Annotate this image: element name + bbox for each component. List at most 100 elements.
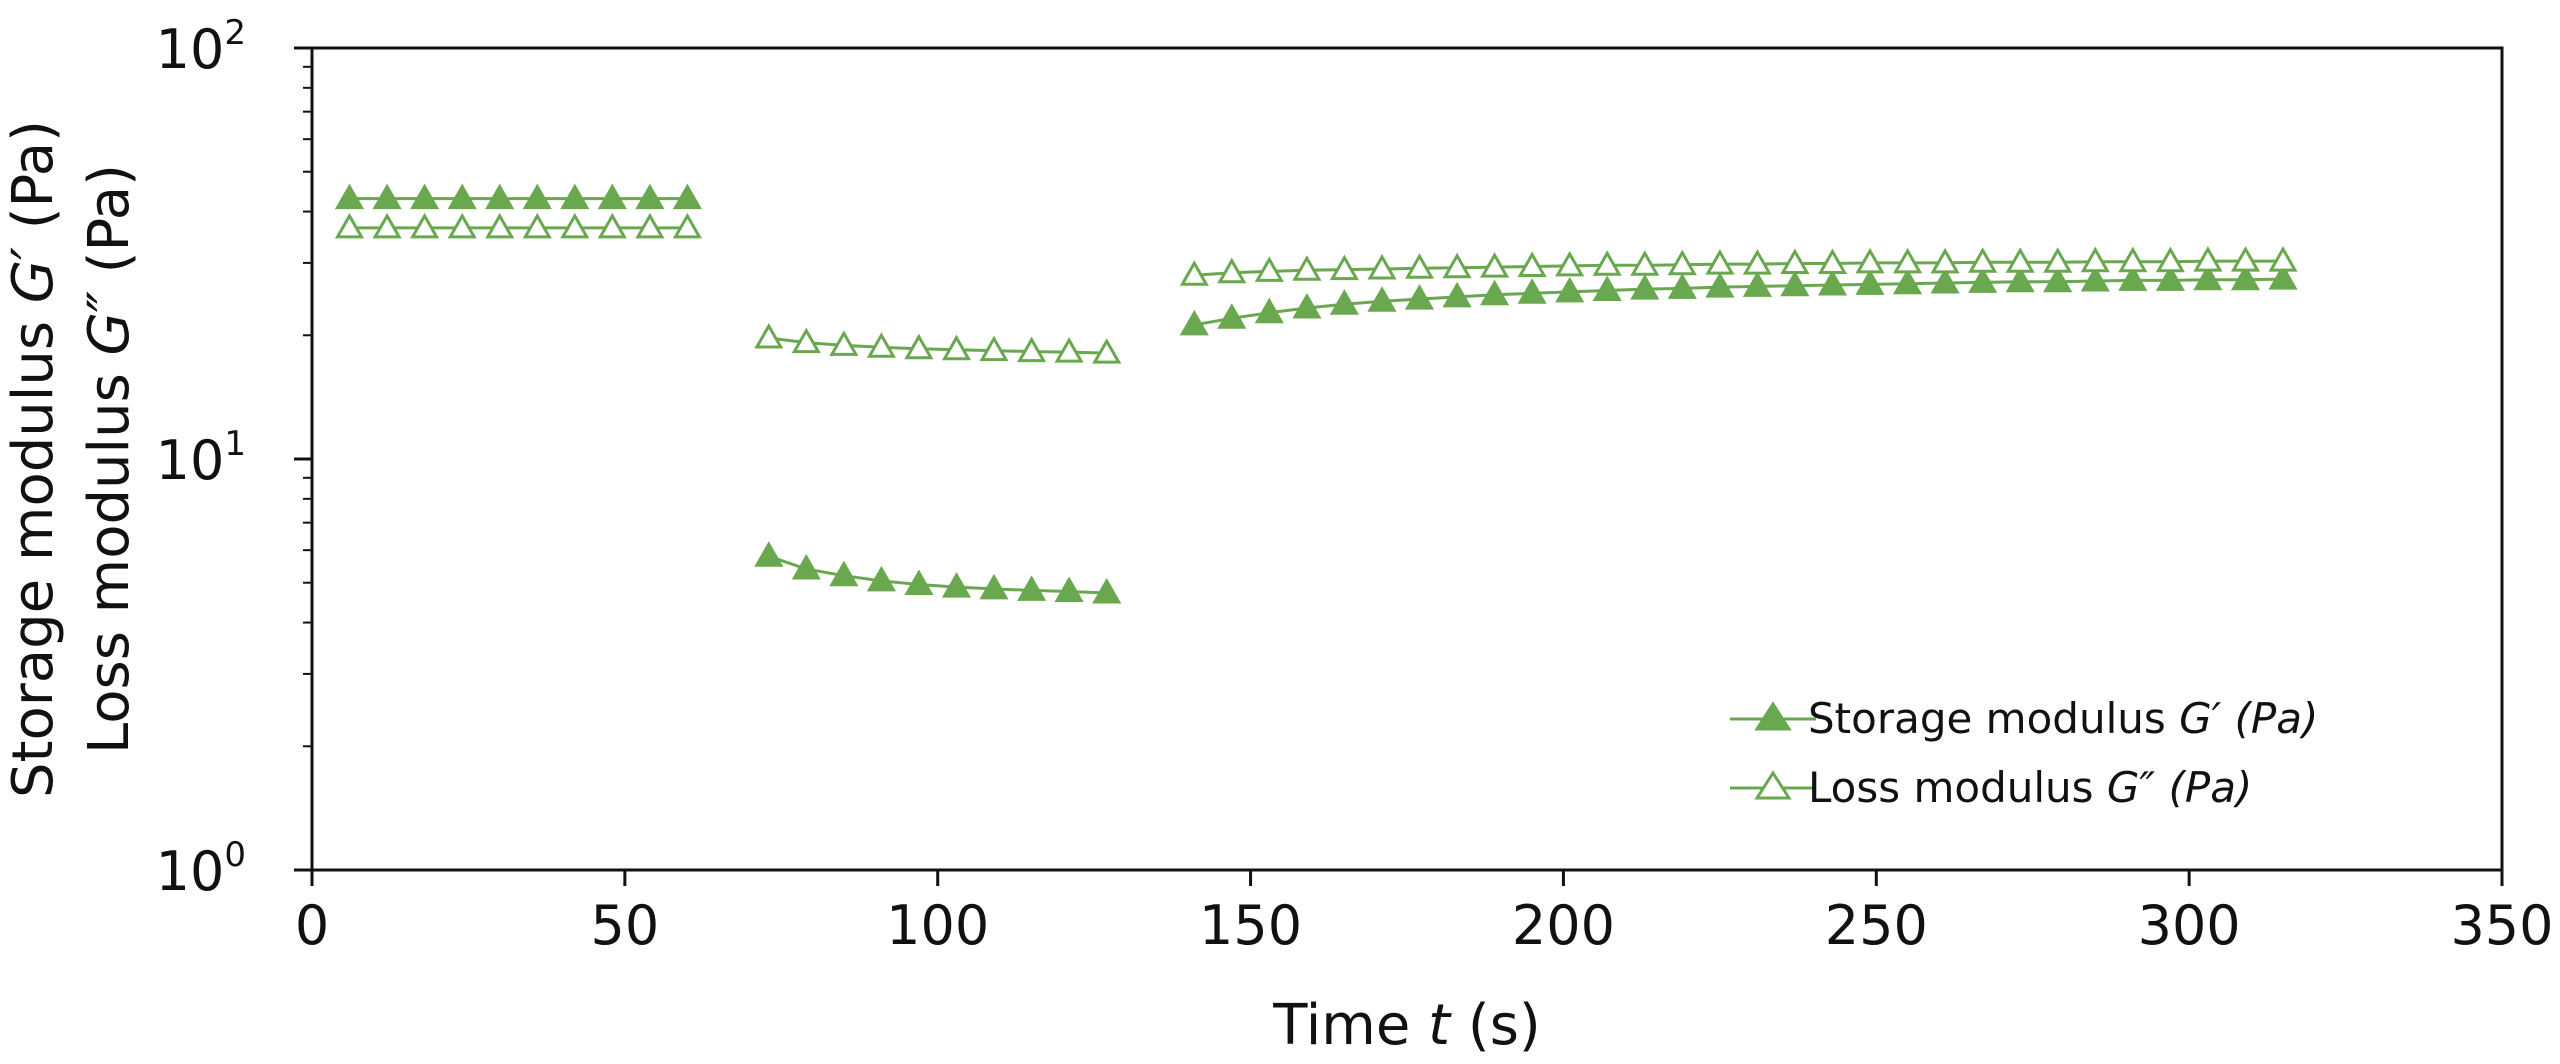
data-point-storage-modulus [791,553,821,580]
data-point-loss-modulus [1630,250,1660,276]
data-point-storage-modulus [635,183,665,210]
data-point-storage-modulus [485,183,515,210]
data-point-storage-modulus [1930,267,1960,294]
data-point-loss-modulus [2230,246,2261,272]
data-point-loss-modulus [1968,247,1998,273]
data-point-loss-modulus [1517,251,1547,277]
legend-marker-loss-modulus [1754,770,1792,800]
data-point-loss-modulus [1893,247,1923,274]
data-point-loss-modulus [1930,247,1960,274]
data-point-storage-modulus [1092,577,1122,604]
data-point-loss-modulus [941,334,972,361]
data-point-loss-modulus [1742,249,1772,275]
data-point-loss-modulus [334,212,365,239]
data-point-loss-modulus [522,212,552,239]
plot-frame [310,46,2504,872]
data-point-loss-modulus [2005,247,2035,273]
data-point-loss-modulus [1404,253,1435,279]
data-point-loss-modulus [410,212,440,239]
data-point-storage-modulus [372,183,402,210]
data-point-loss-modulus [1555,250,1585,277]
x-tick-label: 100 [886,894,989,957]
data-point-storage-modulus [1667,273,1697,299]
legend-label-storage-modulus: Storage modulus G′ (Pa) [1808,694,2318,743]
series-line-loss-modulus [768,336,1107,355]
data-point-loss-modulus [1480,252,1510,278]
x-tick-label: 50 [590,894,659,957]
legend: Storage modulus G′ (Pa) Loss modulus G″ … [1730,694,2318,812]
x-tick-label: 300 [2138,894,2241,957]
data-point-storage-modulus [1742,271,1772,297]
data-point-storage-modulus [829,560,859,587]
series-storage-modulus [334,183,2298,604]
legend-item-storage-modulus: Storage modulus G′ (Pa) [1730,694,2318,743]
data-point-storage-modulus [2005,266,2035,293]
data-point-storage-modulus [1217,303,1247,329]
data-point-loss-modulus [672,212,702,239]
data-point-loss-modulus [597,212,627,239]
data-point-loss-modulus [1442,252,1472,279]
data-point-storage-modulus [2118,265,2148,291]
data-point-loss-modulus [829,330,859,356]
x-tick-label: 250 [1825,894,1928,957]
data-point-storage-modulus [1367,286,1397,312]
data-point-loss-modulus [866,332,896,358]
y-tick-label: 102 [156,13,246,81]
data-point-storage-modulus [1179,309,1209,336]
data-point-loss-modulus [2080,246,2110,273]
x-axis-ticks: 0 50 100 150 200 250 300 350 [295,870,2554,957]
y-tick-label: 100 [156,835,246,903]
data-point-loss-modulus [1292,255,1322,281]
data-point-loss-modulus [1667,249,1697,276]
data-point-storage-modulus [447,183,477,210]
data-point-storage-modulus [904,569,934,595]
data-point-loss-modulus [1592,250,1622,276]
data-point-storage-modulus [334,183,365,210]
data-point-storage-modulus [1630,274,1660,300]
x-tick-label: 350 [2450,894,2553,957]
data-point-loss-modulus [560,212,590,239]
series-line-storage-modulus [1194,277,2284,327]
data-point-storage-modulus [1592,275,1622,301]
series-line-storage-modulus [768,554,1107,595]
data-point-loss-modulus [447,212,477,239]
data-point-storage-modulus [1442,281,1472,308]
data-point-loss-modulus [635,212,665,239]
data-point-loss-modulus [1780,248,1810,274]
data-point-storage-modulus [1292,292,1322,319]
data-point-storage-modulus [1968,267,1998,293]
data-point-storage-modulus [1404,284,1435,310]
series-line-loss-modulus [1194,259,2283,277]
data-point-loss-modulus [2155,246,2185,273]
data-point-storage-modulus [1329,289,1359,315]
data-point-loss-modulus [754,322,784,349]
data-point-storage-modulus [2193,264,2223,291]
data-point-storage-modulus [754,541,784,567]
data-point-storage-modulus [1780,270,1810,297]
y-axis-title-line1: Storage modulus G′ (Pa) [1,120,66,798]
data-point-storage-modulus [1517,278,1547,304]
data-point-loss-modulus [1254,256,1284,282]
data-point-loss-modulus [904,333,934,360]
series-layer [334,183,2298,604]
data-point-loss-modulus [1329,254,1359,281]
data-point-loss-modulus [979,335,1009,362]
data-point-storage-modulus [410,183,440,210]
data-point-loss-modulus [2043,247,2073,273]
data-point-loss-modulus [1855,247,1885,274]
data-point-storage-modulus [672,183,702,210]
data-point-storage-modulus [1254,297,1284,324]
legend-label-loss-modulus: Loss modulus G″ (Pa) [1808,763,2252,812]
data-point-loss-modulus [1705,249,1735,275]
x-tick-label: 0 [295,894,329,957]
data-point-loss-modulus [372,212,402,239]
data-point-loss-modulus [1367,253,1397,280]
data-point-storage-modulus [979,573,1009,600]
data-point-storage-modulus [2268,264,2298,290]
data-point-storage-modulus [1480,279,1510,306]
data-point-loss-modulus [2118,246,2148,273]
data-point-loss-modulus [1817,248,1848,274]
data-point-loss-modulus [1179,260,1209,286]
legend-marker-storage-modulus [1754,701,1792,731]
